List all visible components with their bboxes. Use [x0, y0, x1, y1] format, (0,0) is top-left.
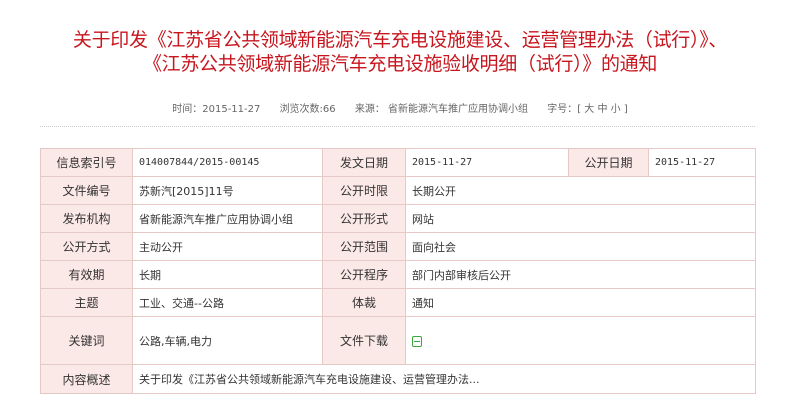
label: 信息索引号	[40, 148, 133, 177]
label: 主题	[40, 288, 133, 317]
value: 主动公开	[132, 232, 323, 261]
font-size-selector[interactable]: 字号：[ 大 中 小 ]	[547, 104, 628, 115]
label: 公开范围	[322, 232, 406, 261]
label: 公开程序	[322, 260, 406, 289]
label: 文件下载	[322, 316, 406, 365]
save-icon[interactable]	[412, 335, 422, 347]
table-row: 有效期 长期 公开程序 部门内部审核后公开	[40, 260, 756, 289]
label: 公开时限	[322, 176, 406, 205]
value: 网站	[405, 204, 756, 233]
page-title: 关于印发《江苏省公共领域新能源汽车充电设施建设、运营管理办法（试行）》、 《江苏…	[0, 28, 800, 76]
value: 014007844/2015-00145	[132, 148, 323, 177]
value: 2015-11-27	[405, 148, 569, 177]
download-cell	[405, 316, 756, 365]
label: 内容概述	[40, 364, 133, 394]
value: 工业、交通--公路	[132, 288, 323, 317]
value: 长期公开	[405, 176, 756, 205]
value: 通知	[405, 288, 756, 317]
label: 体裁	[322, 288, 406, 317]
source: 来源： 省新能源汽车推广应用协调小组	[354, 104, 529, 115]
label: 发布机构	[40, 204, 133, 233]
info-table: 信息索引号 014007844/2015-00145 发文日期 2015-11-…	[40, 148, 756, 394]
value: 苏新汽[2015]11号	[132, 176, 323, 205]
publish-time: 时间：2015-11-27	[172, 104, 261, 115]
title-line-1: 关于印发《江苏省公共领域新能源汽车充电设施建设、运营管理办法（试行）》、	[72, 29, 728, 51]
label: 公开日期	[568, 148, 649, 177]
label: 有效期	[40, 260, 133, 289]
table-row: 信息索引号 014007844/2015-00145 发文日期 2015-11-…	[40, 148, 756, 177]
value: 关于印发《江苏省公共领域新能源汽车充电设施建设、运营管理办法...	[132, 364, 756, 394]
value: 省新能源汽车推广应用协调小组	[132, 204, 323, 233]
value: 部门内部审核后公开	[405, 260, 756, 289]
table-row: 公开方式 主动公开 公开范围 面向社会	[40, 232, 756, 261]
table-row: 发布机构 省新能源汽车推广应用协调小组 公开形式 网站	[40, 204, 756, 233]
label: 公开方式	[40, 232, 133, 261]
label: 关键词	[40, 316, 133, 365]
label: 发文日期	[322, 148, 406, 177]
table-row: 关键词 公路,车辆,电力 文件下载	[40, 316, 756, 365]
value: 2015-11-27	[648, 148, 756, 177]
view-count: 浏览次数:66	[279, 104, 336, 115]
value: 公路,车辆,电力	[132, 316, 323, 365]
value: 长期	[132, 260, 323, 289]
table-row: 文件编号 苏新汽[2015]11号 公开时限 长期公开	[40, 176, 756, 205]
value: 面向社会	[405, 232, 756, 261]
label: 文件编号	[40, 176, 133, 205]
article-meta: 时间：2015-11-27 浏览次数:66 来源： 省新能源汽车推广应用协调小组…	[0, 100, 800, 115]
title-line-2: 《江苏公共领域新能源汽车充电设施验收明细（试行）》的通知	[142, 53, 658, 75]
label: 公开形式	[322, 204, 406, 233]
table-row: 内容概述 关于印发《江苏省公共领域新能源汽车充电设施建设、运营管理办法...	[40, 364, 756, 394]
table-row: 主题 工业、交通--公路 体裁 通知	[40, 288, 756, 317]
divider	[40, 126, 755, 127]
